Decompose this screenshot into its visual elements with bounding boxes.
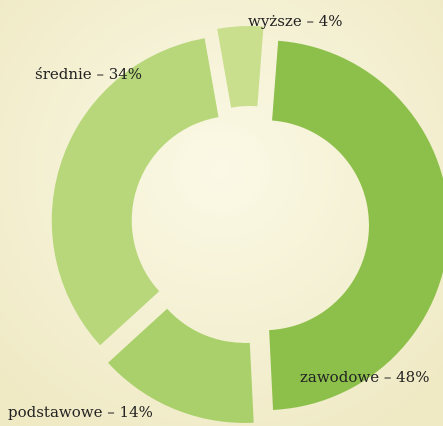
donut-segment bbox=[269, 40, 443, 410]
segment-label: podstawowe – 14% bbox=[8, 403, 153, 421]
donut-segment bbox=[51, 38, 219, 346]
donut-segment bbox=[108, 308, 254, 423]
segment-label: wyższe – 4% bbox=[248, 12, 343, 30]
segment-label: średnie – 34% bbox=[35, 65, 142, 83]
segment-label: zawodowe – 48% bbox=[300, 368, 429, 386]
donut-segment bbox=[217, 26, 264, 108]
